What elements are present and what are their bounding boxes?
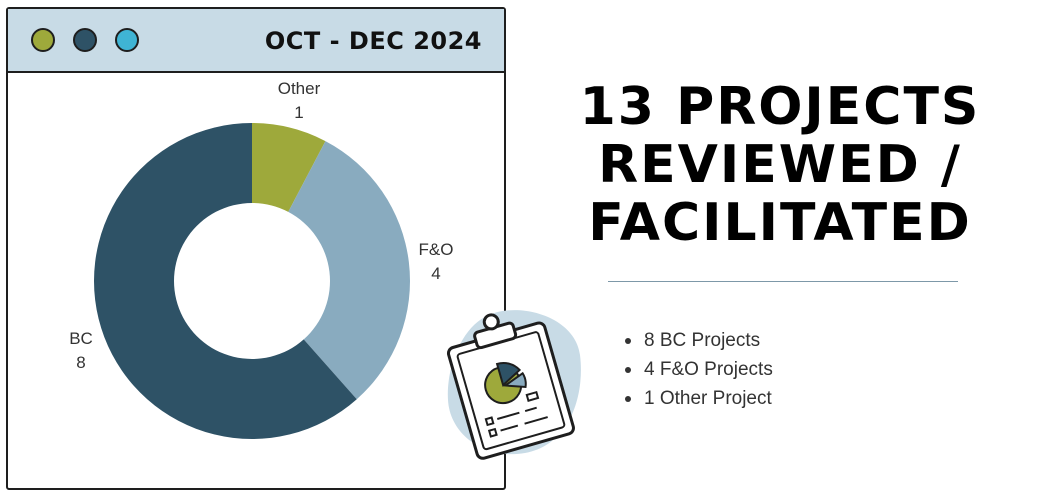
window-dot-navy[interactable]: [73, 28, 97, 52]
window-title: OCT - DEC 2024: [264, 27, 482, 55]
donut-chart: Other 1 F&O 4 BC 8: [69, 79, 454, 439]
label-bc-name: BC: [69, 329, 93, 348]
window-titlebar: OCT - DEC 2024: [8, 9, 504, 73]
label-other-value: 1: [294, 103, 303, 122]
project-bullets: 8 BC Projects 4 F&O Projects 1 Other Pro…: [622, 326, 773, 413]
bullet-other: 1 Other Project: [622, 384, 773, 413]
chart-window: OCT - DEC 2024 Other 1 F&O 4 BC 8: [6, 7, 506, 490]
label-fo-name: F&O: [419, 240, 454, 259]
window-dot-olive[interactable]: [31, 28, 55, 52]
bullet-bc: 8 BC Projects: [622, 326, 773, 355]
headline-line-2: REVIEWED /: [598, 135, 962, 195]
headline-line-1: 13 PROJECTS: [579, 77, 981, 137]
donut-slice-f-o: [288, 141, 411, 400]
donut-slice-other: [252, 123, 326, 212]
label-fo-value: 4: [431, 264, 440, 283]
label-bc-value: 8: [76, 353, 85, 372]
divider: [608, 281, 958, 282]
donut-slice-bc: [93, 123, 357, 439]
headline: 13 PROJECTS REVIEWED / FACILITATED: [550, 78, 1010, 252]
window-dot-cyan[interactable]: [115, 28, 139, 52]
clipboard-pie-chart-icon: [446, 310, 581, 460]
headline-line-3: FACILITATED: [588, 193, 972, 253]
bullet-fo: 4 F&O Projects: [622, 355, 773, 384]
label-other-name: Other: [278, 79, 321, 98]
